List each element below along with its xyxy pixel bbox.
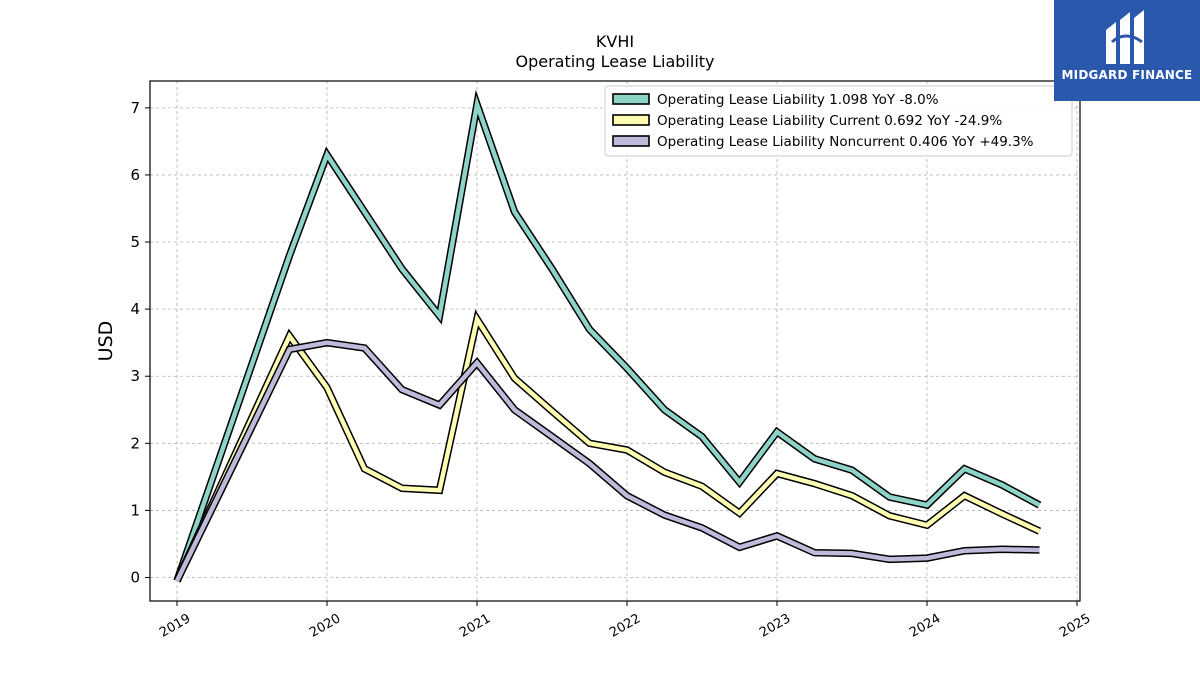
series-line-1 xyxy=(174,313,1041,582)
x-tick-label-6: 2025 xyxy=(1057,611,1093,641)
y-tick-label-0: 0 xyxy=(130,569,140,587)
legend-box xyxy=(604,85,1073,157)
chart-title: KVHI xyxy=(596,32,634,51)
y-tick-label-5: 5 xyxy=(130,233,140,251)
legend-swatch-0 xyxy=(612,93,650,105)
plot-area-frame xyxy=(149,80,1081,602)
x-tick-label-5: 2024 xyxy=(907,611,943,641)
x-tick-label-3: 2022 xyxy=(607,611,643,641)
series-outline-2 xyxy=(173,338,1040,583)
y-tick-label-1: 1 xyxy=(130,501,140,519)
legend-swatch-2 xyxy=(612,135,650,147)
midgard-finance-logo: MIDGARD FINANCE xyxy=(1054,0,1200,101)
chart-subtitle: Operating Lease Liability xyxy=(515,52,714,71)
x-tick-label-4: 2023 xyxy=(757,611,793,641)
legend-label-0: Operating Lease Liability 1.098 YoY -8.0… xyxy=(657,92,939,108)
legend: Operating Lease Liability 1.098 YoY -8.0… xyxy=(604,85,1073,157)
y-tick-label-4: 4 xyxy=(130,300,140,318)
series-line-0 xyxy=(174,95,1041,582)
y-tick-label-7: 7 xyxy=(130,99,140,117)
legend-label-1: Operating Lease Liability Current 0.692 … xyxy=(657,113,1002,129)
y-axis-label: USD xyxy=(95,321,117,362)
legend-label-2: Operating Lease Liability Noncurrent 0.4… xyxy=(657,134,1034,150)
y-tick-label-6: 6 xyxy=(130,166,140,184)
y-axis-ticks: 0 1 2 3 4 5 6 7 xyxy=(130,99,150,587)
x-tick-label-1: 2020 xyxy=(307,611,343,641)
series-line-2 xyxy=(174,340,1040,582)
x-tick-label-2: 2021 xyxy=(457,611,493,641)
series-lines xyxy=(173,89,1042,583)
x-tick-label-0: 2019 xyxy=(157,611,193,641)
y-tick-label-2: 2 xyxy=(130,434,140,452)
midgard-logo-icon xyxy=(1106,10,1144,64)
logo-brand-text: MIDGARD FINANCE xyxy=(1061,68,1193,82)
x-axis-ticks: 2019 2020 2021 2022 2023 2024 2025 xyxy=(157,601,1093,641)
legend-swatch-1 xyxy=(612,114,650,126)
y-tick-label-3: 3 xyxy=(130,367,140,385)
